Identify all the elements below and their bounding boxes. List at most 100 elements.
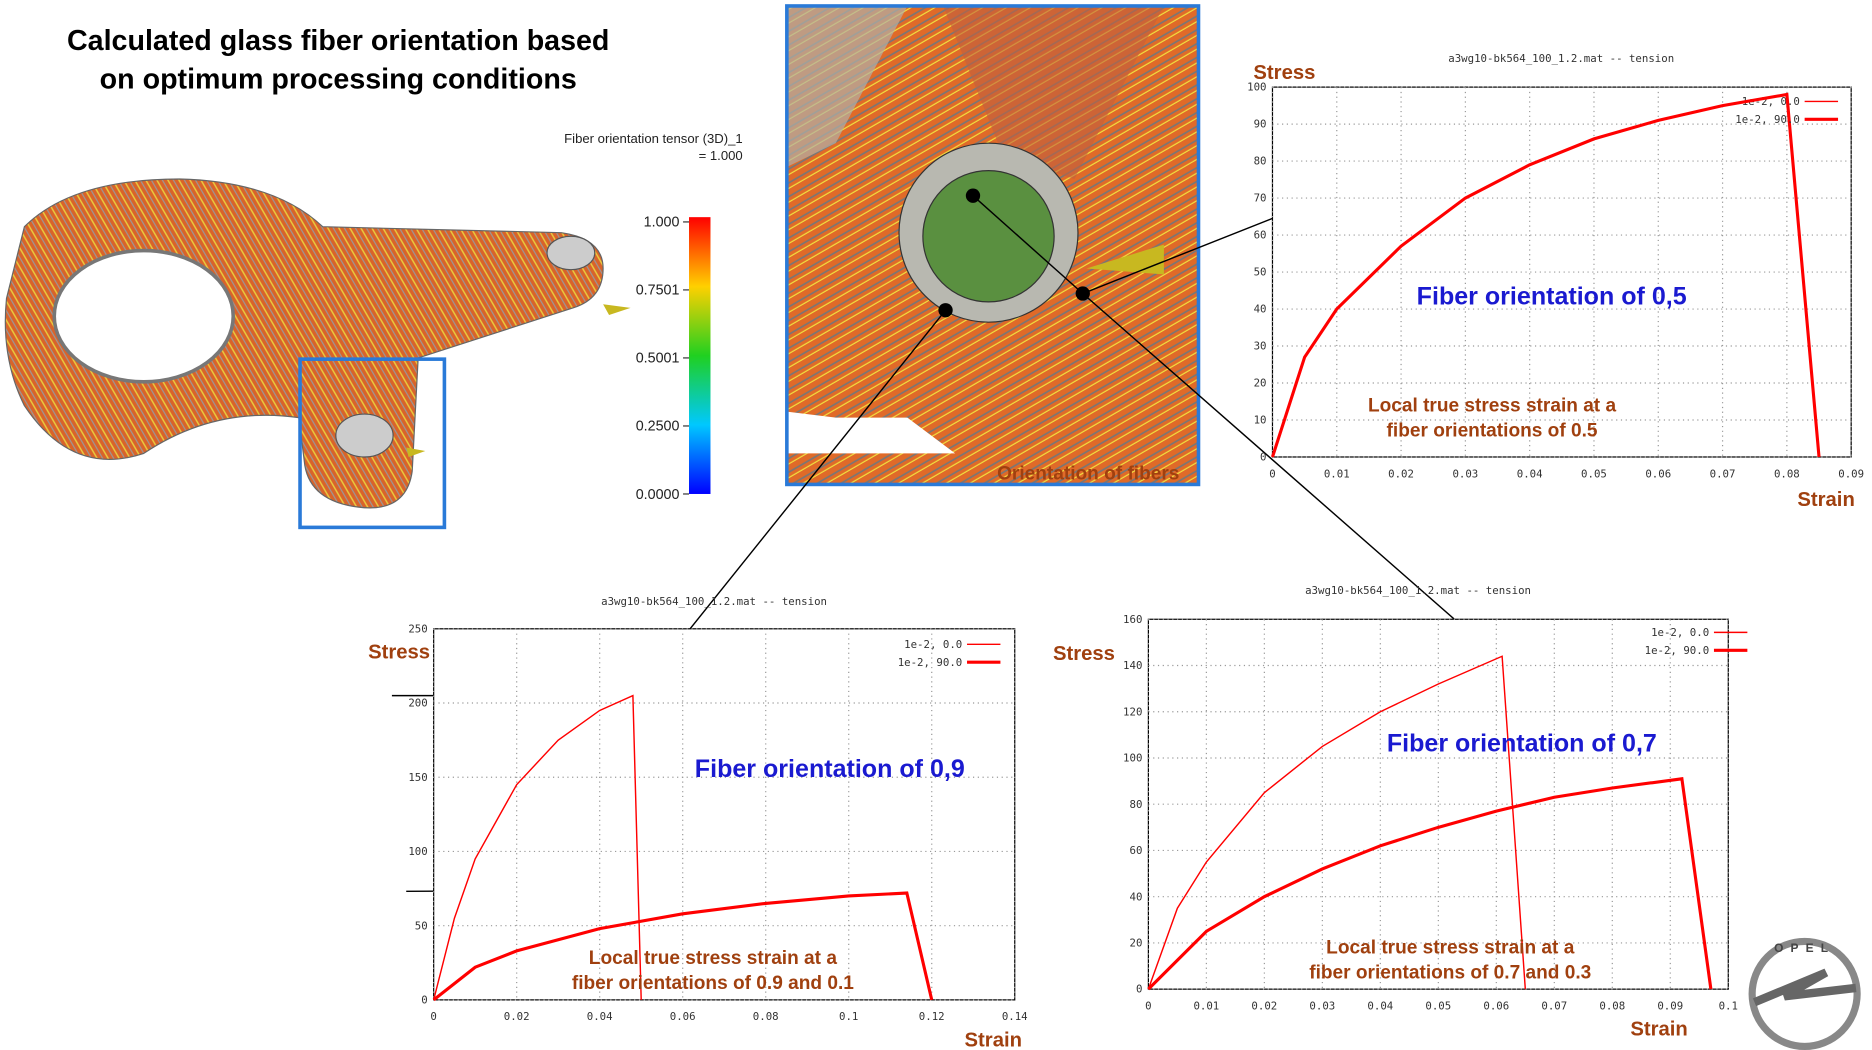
x-axis-label: Strain [1630, 1019, 1687, 1041]
y-tick-label: 40 [1254, 303, 1267, 316]
y-tick-label: 20 [1254, 377, 1267, 390]
series-line [432, 694, 642, 1001]
y-tick-label: 50 [415, 919, 428, 932]
y-tick-label: 160 [1123, 613, 1142, 626]
annotation: Fiber orientation of 0,9 [695, 755, 965, 783]
y-tick-label: 20 [1129, 936, 1142, 949]
x-tick-label: 0.06 [670, 1010, 696, 1023]
y-tick-label: 80 [1254, 155, 1267, 168]
y-axis-label: Stress [368, 642, 430, 664]
y-tick-label: 150 [408, 771, 427, 784]
x-tick-label: 0.07 [1541, 999, 1567, 1012]
chart-title: a3wg10-bk564_100_1.2.mat -- tension [1305, 584, 1531, 597]
y-tick-label: 140 [1123, 659, 1142, 672]
x-tick-label: 0 [1145, 999, 1151, 1012]
x-tick-label: 0.05 [1425, 999, 1451, 1012]
y-tick-label: 70 [1254, 192, 1267, 205]
legend-label: 1e-2, 0.0 [1651, 626, 1709, 639]
logo-text: OPEL [1774, 941, 1835, 955]
x-tick-label: 0.08 [1599, 999, 1625, 1012]
x-axis-label: Strain [1797, 489, 1854, 511]
legend-label: 1e-2, 90.0 [1735, 113, 1800, 126]
x-tick-label: 0.04 [1517, 467, 1543, 480]
x-tick-label: 0.09 [1657, 999, 1683, 1012]
x-tick-label: 0.03 [1309, 999, 1335, 1012]
x-tick-label: 0.05 [1581, 467, 1607, 480]
image-label: Orientation of fibers [997, 464, 1179, 485]
x-tick-label: 0.02 [1388, 467, 1414, 480]
colorbar-title: Fiber orientation tensor (3D)_1 [564, 131, 743, 146]
y-tick-label: 100 [1123, 752, 1142, 765]
x-tick-label: 0.08 [1774, 467, 1800, 480]
colorbar-tick-label: 0.5001 [636, 351, 680, 367]
x-tick-label: 0.06 [1483, 999, 1509, 1012]
x-axis-label: Strain [965, 1029, 1022, 1050]
y-tick-label: 100 [408, 845, 427, 858]
series-line [1271, 92, 1821, 458]
x-tick-label: 0.03 [1452, 467, 1478, 480]
note: Local true stress strain at a [1326, 937, 1575, 958]
x-tick-label: 0.02 [1251, 999, 1277, 1012]
x-tick-label: 0.01 [1324, 467, 1350, 480]
x-tick-label: 0.06 [1645, 467, 1671, 480]
x-tick-label: 0.08 [753, 1010, 779, 1023]
chart-title: a3wg10-bk564_100_1.2.mat -- tension [1448, 52, 1674, 65]
note: Local true stress strain at a [1368, 396, 1617, 417]
colorbar-tick-label: 0.7501 [636, 283, 680, 299]
part-image [4, 178, 631, 530]
colorbar [689, 217, 711, 494]
note: fiber orientations of 0.5 [1387, 421, 1598, 442]
note: fiber orientations of 0.7 and 0.3 [1309, 962, 1591, 983]
y-tick-label: 80 [1129, 798, 1142, 811]
y-tick-label: 250 [408, 622, 427, 635]
x-tick-label: 0.04 [587, 1010, 613, 1023]
y-tick-label: 10 [1254, 414, 1267, 427]
colorbar-tick-label: 0.2500 [636, 419, 680, 435]
y-axis-label: Stress [1053, 643, 1115, 665]
x-tick-label: 0 [430, 1010, 436, 1023]
y-tick-label: 0 [1136, 983, 1142, 996]
x-tick-label: 0.01 [1193, 999, 1219, 1012]
logo: OPEL [1748, 937, 1861, 1050]
y-tick-label: 50 [1254, 266, 1267, 279]
y-tick-label: 60 [1129, 844, 1142, 857]
x-tick-label: 0.07 [1710, 467, 1736, 480]
y-tick-label: 30 [1254, 340, 1267, 353]
chart-title: a3wg10-bk564_100_1.2.mat -- tension [601, 595, 827, 608]
legend-label: 1e-2, 90.0 [898, 656, 963, 669]
x-tick-label: 0 [1269, 467, 1275, 480]
y-tick-label: 0 [421, 993, 427, 1006]
y-tick-label: 0 [1260, 451, 1266, 464]
x-tick-label: 0.12 [919, 1010, 945, 1023]
plot-frame [433, 628, 1016, 1001]
legend-label: 1e-2, 90.0 [1645, 644, 1710, 657]
note: Local true stress strain at a [589, 948, 838, 969]
y-tick-label: 120 [1123, 705, 1142, 718]
x-tick-label: 0.1 [839, 1010, 858, 1023]
zoom-image [785, 4, 1201, 487]
x-tick-label: 0.09 [1838, 467, 1864, 480]
note: fiber orientations of 0.9 and 0.1 [572, 973, 854, 994]
annotation: Fiber orientation of 0,5 [1417, 282, 1687, 310]
marker-dots [938, 188, 1090, 318]
series-line [1147, 777, 1713, 991]
colorbar-title: = 1.000 [699, 148, 743, 163]
y-tick-label: 60 [1254, 229, 1267, 242]
colorbar-tick-label: 1.000 [644, 215, 680, 231]
y-tick-label: 40 [1129, 890, 1142, 903]
y-tick-label: 100 [1247, 81, 1266, 94]
x-tick-label: 0.04 [1367, 999, 1393, 1012]
title-line: Calculated glass fiber orientation based [67, 25, 609, 57]
y-axis-label: Stress [1253, 62, 1315, 84]
y-tick-label: 200 [408, 697, 427, 710]
title-line: on optimum processing conditions [100, 63, 577, 95]
x-tick-label: 0.14 [1002, 1010, 1028, 1023]
x-tick-label: 0.1 [1719, 999, 1738, 1012]
y-tick-label: 90 [1254, 118, 1267, 131]
colorbar-tick-label: 0.0000 [636, 487, 680, 503]
annotation: Fiber orientation of 0,7 [1387, 730, 1657, 758]
legend-label: 1e-2, 0.0 [904, 638, 962, 651]
x-tick-label: 0.02 [504, 1010, 530, 1023]
series-line [432, 891, 934, 1002]
